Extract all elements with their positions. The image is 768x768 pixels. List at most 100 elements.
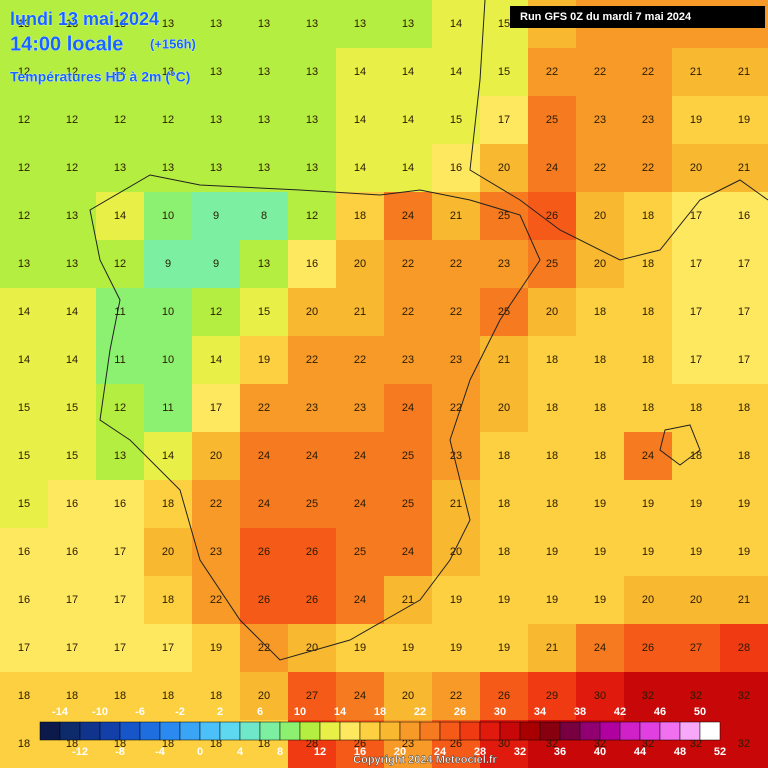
- temp-value: 20: [258, 690, 270, 702]
- temp-value: 22: [306, 354, 318, 366]
- temp-cell: [528, 336, 577, 385]
- temp-cell: [144, 240, 193, 289]
- temp-value: 12: [114, 66, 126, 78]
- temp-value: 19: [594, 594, 606, 606]
- temp-cell: [288, 528, 337, 577]
- temp-cell: [48, 576, 97, 625]
- temp-cell: [576, 336, 625, 385]
- temp-value: 15: [450, 114, 462, 126]
- subtitle: Températures HD à 2m (°C): [10, 69, 190, 85]
- temp-cell: [96, 528, 145, 577]
- temp-cell: [144, 624, 193, 673]
- legend-label: 38: [574, 706, 586, 718]
- temp-cell: [480, 576, 529, 625]
- temp-cell: [240, 384, 289, 433]
- temp-value: 20: [162, 546, 174, 558]
- temp-cell: [192, 288, 241, 337]
- temp-value: 23: [402, 738, 414, 750]
- temp-value: 13: [114, 18, 126, 30]
- temp-cell: [288, 480, 337, 529]
- legend-swatch: [359, 721, 381, 741]
- copyright: Copyright 2024 Meteociel.fr: [353, 754, 497, 766]
- legend-label: 4: [237, 746, 244, 758]
- temp-value: 23: [450, 354, 462, 366]
- temp-cell: [528, 672, 577, 721]
- temp-value: 18: [18, 690, 30, 702]
- temp-value: 19: [738, 498, 750, 510]
- temp-cell: [480, 240, 529, 289]
- legend-label: 32: [514, 746, 526, 758]
- temp-cell: [240, 576, 289, 625]
- temp-value: 19: [594, 546, 606, 558]
- temp-cell: [576, 144, 625, 193]
- temp-cell: [144, 672, 193, 721]
- temp-value: 12: [18, 210, 30, 222]
- temp-value: 17: [66, 594, 78, 606]
- temp-cell: [288, 0, 337, 49]
- temp-cell: [672, 240, 721, 289]
- legend-label: 50: [694, 706, 706, 718]
- legend-label: 48: [674, 746, 686, 758]
- temp-cell: [288, 672, 337, 721]
- temp-value: 14: [210, 354, 222, 366]
- temp-cell: [240, 192, 289, 241]
- temp-cell: [624, 624, 673, 673]
- temp-value: 13: [258, 258, 270, 270]
- temp-value: 20: [498, 402, 510, 414]
- temp-cell: [96, 0, 145, 49]
- temp-value: 17: [738, 354, 750, 366]
- temp-cell: [384, 192, 433, 241]
- temp-value: 16: [18, 546, 30, 558]
- legend-swatch: [319, 721, 341, 741]
- temp-cell: [528, 528, 577, 577]
- temp-value: 23: [594, 114, 606, 126]
- temp-value: 10: [162, 306, 174, 318]
- temp-cell: [0, 240, 49, 289]
- temp-cell: [48, 0, 97, 49]
- temp-value: 17: [690, 306, 702, 318]
- temp-cell: [240, 0, 289, 49]
- temp-value: 28: [306, 738, 318, 750]
- temp-value: 18: [546, 354, 558, 366]
- temp-value: 22: [402, 306, 414, 318]
- temp-value: 18: [114, 690, 126, 702]
- legend-label: -12: [72, 746, 88, 758]
- temp-value: 23: [498, 258, 510, 270]
- temp-value: 19: [546, 594, 558, 606]
- temp-cell: [192, 0, 241, 49]
- temp-value: 13: [402, 18, 414, 30]
- temp-value: 24: [354, 594, 366, 606]
- temp-value: 20: [690, 594, 702, 606]
- temp-cell: [288, 288, 337, 337]
- temp-value: 22: [354, 354, 366, 366]
- temp-value: 17: [66, 642, 78, 654]
- temp-value: 25: [546, 114, 558, 126]
- temp-value: 16: [114, 498, 126, 510]
- temp-cell: [96, 432, 145, 481]
- temp-cell: [528, 144, 577, 193]
- legend-label: 46: [654, 706, 666, 718]
- temp-value: 18: [210, 690, 222, 702]
- temp-value: 32: [642, 690, 654, 702]
- temp-value: 13: [18, 18, 30, 30]
- temp-value: 17: [18, 642, 30, 654]
- temp-value: 17: [738, 258, 750, 270]
- temp-cell: [720, 480, 768, 529]
- temp-value: 13: [162, 66, 174, 78]
- temp-cell: [192, 240, 241, 289]
- temp-value: 20: [594, 210, 606, 222]
- temp-cell: [720, 384, 768, 433]
- legend-label: 10: [294, 706, 306, 718]
- temp-cell: [432, 480, 481, 529]
- temp-value: 18: [642, 354, 654, 366]
- temp-value: 20: [498, 162, 510, 174]
- temp-value: 12: [66, 114, 78, 126]
- temp-value: 23: [210, 546, 222, 558]
- temp-cell: [240, 288, 289, 337]
- temp-cell: [144, 0, 193, 49]
- legend-swatch: [559, 721, 581, 741]
- temp-value: 19: [354, 642, 366, 654]
- legend-swatch: [439, 721, 461, 741]
- temp-cell: [144, 96, 193, 145]
